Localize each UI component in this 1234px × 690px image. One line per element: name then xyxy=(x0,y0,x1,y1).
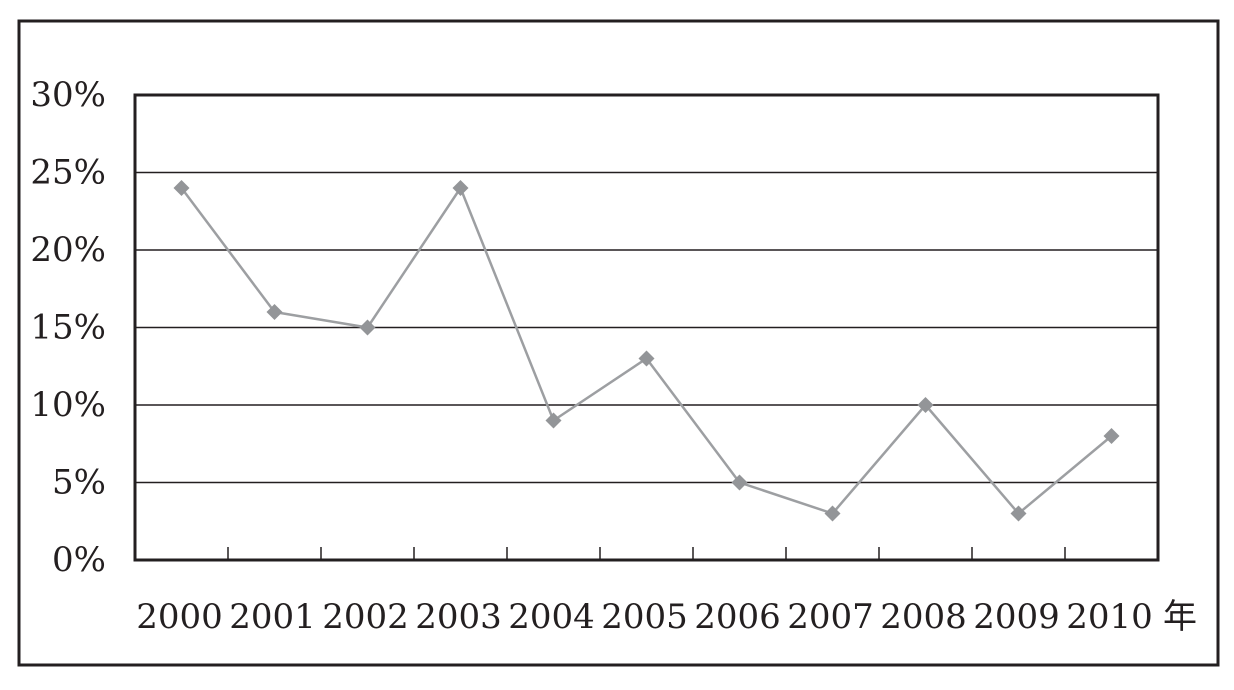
y-tick-label: 0% xyxy=(52,540,106,580)
y-tick-label: 20% xyxy=(30,230,106,270)
x-tick-label: 2008 xyxy=(880,597,967,637)
data-point-marker xyxy=(266,304,283,320)
y-tick-labels: 0% 5% 10% 15% 20% 25% 30% xyxy=(30,75,106,580)
series-layer xyxy=(173,180,1120,522)
data-point-marker xyxy=(1010,505,1027,522)
y-tick-label: 5% xyxy=(52,463,106,503)
x-tick-label: 2000 xyxy=(136,597,223,637)
data-point-marker xyxy=(173,180,190,196)
data-point-marker xyxy=(359,319,376,336)
x-tick-label: 2007 xyxy=(787,597,874,637)
plot-area xyxy=(133,93,1160,562)
chart-frame xyxy=(17,19,1220,667)
y-tick-label: 15% xyxy=(30,308,106,348)
x-tick-label: 2010 xyxy=(1066,597,1153,637)
data-point-marker xyxy=(452,180,469,196)
x-tick-label: 2005 xyxy=(601,597,688,637)
y-tick-label: 30% xyxy=(30,75,106,115)
data-point-marker xyxy=(731,474,748,491)
x-tick-label: 2001 xyxy=(229,597,316,637)
data-point-marker xyxy=(638,350,655,367)
data-point-marker xyxy=(824,505,841,522)
x-tick-label: 2004 xyxy=(508,597,595,637)
x-axis-unit-label: 年 xyxy=(1163,597,1197,637)
x-tick-label: 2009 xyxy=(973,597,1060,637)
data-point-marker xyxy=(545,412,562,429)
x-tick-label: 2002 xyxy=(322,597,409,637)
data-point-marker xyxy=(917,397,934,413)
x-tick-labels: 2000 2001 2002 2003 2004 2005 2006 2007 2008 2009… xyxy=(136,597,1153,637)
data-point-marker xyxy=(1103,428,1120,444)
x-tick-label: 2006 xyxy=(694,597,781,637)
y-tick-label: 25% xyxy=(30,153,106,193)
gridlines xyxy=(135,171,1158,484)
x-tick-marks xyxy=(227,547,1066,560)
x-tick-label: 2003 xyxy=(415,597,502,637)
y-tick-label: 10% xyxy=(30,385,106,425)
